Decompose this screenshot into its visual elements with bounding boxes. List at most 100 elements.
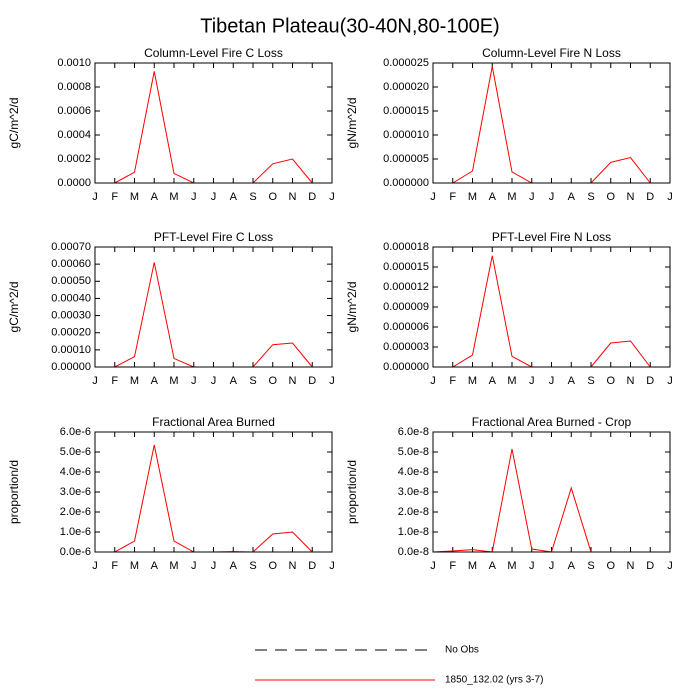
x-tick-label: J	[92, 375, 98, 387]
x-tick-label: M	[169, 560, 178, 572]
x-tick-label: J	[667, 560, 673, 572]
data-line	[95, 71, 313, 184]
x-tick-label: N	[627, 191, 635, 203]
x-tick-label: N	[289, 560, 297, 572]
panel-title: Fractional Area Burned	[152, 415, 275, 429]
data-line	[95, 262, 313, 368]
y-tick-label: 0.0004	[57, 129, 91, 141]
x-tick-label: A	[230, 560, 238, 572]
y-tick-label: 0.00040	[51, 292, 91, 304]
data-line	[95, 444, 313, 553]
x-tick-label: J	[549, 375, 555, 387]
x-tick-label: J	[430, 560, 436, 572]
x-tick-label: S	[587, 191, 594, 203]
y-tick-label: 0.0010	[57, 57, 91, 69]
y-tick-label: 0.0008	[57, 81, 91, 93]
x-tick-label: J	[92, 560, 98, 572]
x-tick-label: J	[191, 191, 197, 203]
x-tick-label: S	[249, 375, 256, 387]
y-tick-label: 1.0e-6	[60, 526, 91, 538]
x-tick-label: M	[169, 375, 178, 387]
y-tick-label: 0.00000	[51, 361, 91, 373]
x-tick-label: J	[529, 191, 535, 203]
x-tick-label: M	[130, 191, 139, 203]
x-tick-label: J	[211, 375, 217, 387]
x-tick-label: J	[529, 560, 535, 572]
x-tick-label: J	[430, 375, 436, 387]
y-tick-label: 2.0e-6	[60, 506, 91, 518]
y-tick-label: 0.000006	[383, 321, 429, 333]
data-line	[432, 448, 651, 553]
x-tick-label: S	[587, 560, 594, 572]
x-tick-label: J	[191, 560, 197, 572]
y-tick-label: 0.00030	[51, 309, 91, 321]
x-tick-label: N	[289, 375, 297, 387]
x-tick-label: A	[151, 191, 159, 203]
y-tick-label: 0.000025	[383, 57, 429, 69]
x-tick-label: D	[308, 191, 316, 203]
x-tick-label: S	[587, 375, 594, 387]
x-tick-label: M	[507, 191, 516, 203]
y-tick-label: 0.000005	[383, 153, 429, 165]
x-tick-label: J	[211, 191, 217, 203]
x-tick-label: O	[606, 375, 615, 387]
x-tick-label: M	[468, 560, 477, 572]
y-tick-label: 0.00010	[51, 344, 91, 356]
x-tick-label: O	[268, 191, 277, 203]
plot-frame	[432, 62, 671, 184]
y-tick-label: 0.000003	[383, 341, 429, 353]
x-tick-label: A	[568, 191, 576, 203]
x-tick-label: D	[308, 560, 316, 572]
y-tick-label: 0.000009	[383, 301, 429, 313]
x-tick-label: M	[130, 375, 139, 387]
x-tick-label: F	[449, 191, 456, 203]
x-tick-label: J	[549, 560, 555, 572]
x-tick-label: M	[169, 191, 178, 203]
y-tick-label: 6.0e-6	[60, 426, 91, 438]
x-tick-label: F	[449, 375, 456, 387]
plot-frame	[94, 431, 333, 553]
y-axis-label: proportion/d	[7, 460, 21, 524]
y-tick-label: 3.0e-8	[398, 486, 429, 498]
y-tick-label: 0.000020	[383, 81, 429, 93]
y-tick-label: 1.0e-8	[398, 526, 429, 538]
x-tick-label: J	[667, 375, 673, 387]
y-tick-label: 5.0e-8	[398, 446, 429, 458]
x-tick-label: O	[268, 375, 277, 387]
y-tick-label: 0.0000	[57, 177, 91, 189]
figure-title: Tibetan Plateau(30-40N,80-100E)	[200, 15, 499, 37]
x-tick-label: F	[111, 560, 118, 572]
y-axis-label: proportion/d	[345, 460, 359, 524]
x-tick-label: J	[329, 191, 335, 203]
y-tick-label: 0.000000	[383, 177, 429, 189]
x-tick-label: A	[230, 191, 238, 203]
y-tick-label: 5.0e-6	[60, 446, 91, 458]
x-tick-label: S	[249, 560, 256, 572]
x-tick-label: N	[289, 191, 297, 203]
y-tick-label: 0.0e-6	[60, 546, 91, 558]
y-axis-label: gN/m^2/d	[345, 282, 359, 333]
y-tick-label: 4.0e-8	[398, 466, 429, 478]
x-tick-label: D	[646, 191, 654, 203]
panel-title: PFT-Level Fire C Loss	[154, 230, 273, 244]
x-tick-label: J	[529, 375, 535, 387]
x-tick-label: A	[230, 375, 238, 387]
y-tick-label: 6.0e-8	[398, 426, 429, 438]
y-tick-label: 3.0e-6	[60, 486, 91, 498]
legend-label: 1850_132.02 (yrs 3-7)	[445, 675, 543, 686]
x-tick-label: O	[268, 560, 277, 572]
y-tick-label: 0.000012	[383, 281, 429, 293]
x-tick-label: F	[449, 560, 456, 572]
y-tick-label: 0.0006	[57, 105, 91, 117]
y-axis-label: gN/m^2/d	[345, 98, 359, 149]
x-tick-label: J	[549, 191, 555, 203]
x-tick-label: J	[211, 560, 217, 572]
x-tick-label: N	[627, 560, 635, 572]
y-tick-label: 0.000015	[383, 105, 429, 117]
x-tick-label: O	[606, 191, 615, 203]
panel-title: Fractional Area Burned - Crop	[472, 415, 632, 429]
x-tick-label: J	[92, 191, 98, 203]
y-tick-label: 0.000010	[383, 129, 429, 141]
y-tick-label: 0.00060	[51, 258, 91, 270]
x-tick-label: F	[111, 375, 118, 387]
